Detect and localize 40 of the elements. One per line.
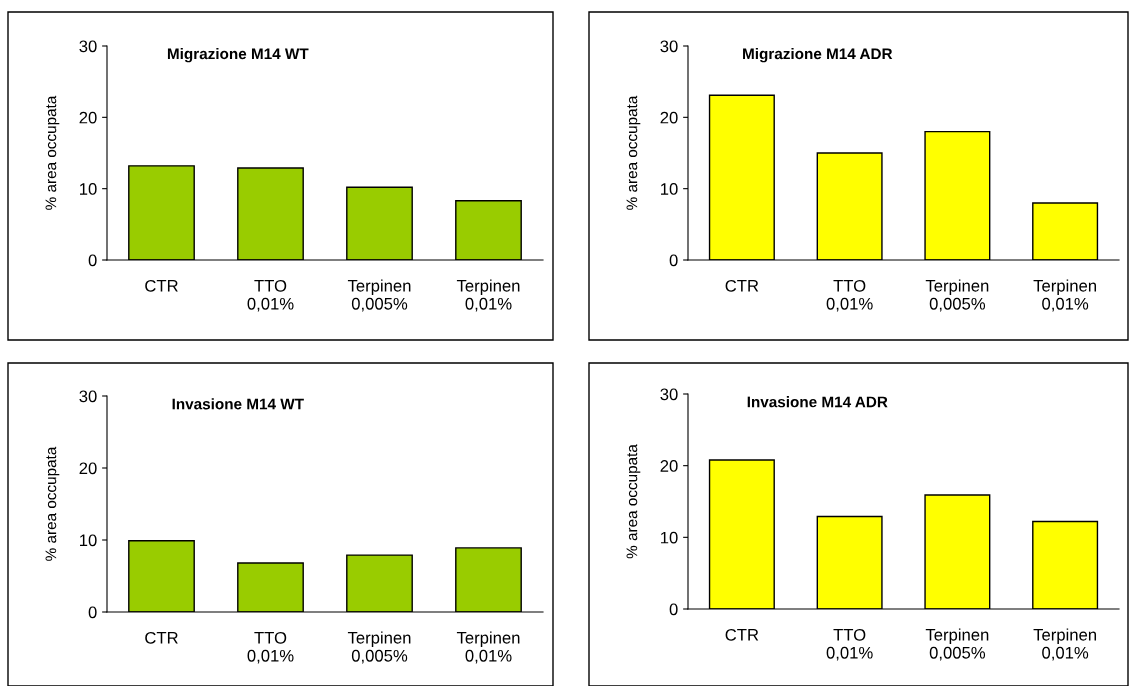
x-tick-label: Terpinen 0,01% <box>456 631 520 664</box>
x-tick-label: TTO 0,01% <box>826 628 873 661</box>
x-tick-label: CTR <box>725 279 759 292</box>
x-tick-label: Terpinen 0,005% <box>347 631 411 664</box>
y-tick-label: 10 <box>80 534 97 547</box>
y-axis-title: % area occupata <box>45 95 60 210</box>
x-tick-label: Terpinen 0,005% <box>925 279 989 312</box>
y-tick-label: 20 <box>660 460 678 472</box>
y-tick-label: 30 <box>660 40 678 53</box>
y-tick-label: 10 <box>80 183 97 195</box>
y-axis-title: % area occupata <box>626 95 641 210</box>
x-tick-label: Terpinen 0,01% <box>456 279 520 312</box>
x-tick-label: Terpinen 0,01% <box>1033 628 1097 661</box>
x-tick-label: TTO 0,01% <box>247 279 294 312</box>
y-axis-title: % area occupata <box>626 444 641 559</box>
y-tick-label: 0 <box>669 254 678 267</box>
y-tick-label: 30 <box>660 388 678 401</box>
y-tick-label: 20 <box>79 111 97 124</box>
x-tick-label: CTR <box>145 631 178 644</box>
chart-title: Migrazione M14 ADR <box>743 48 893 63</box>
x-tick-label: Terpinen 0,01% <box>1033 279 1097 312</box>
y-tick-label: 0 <box>669 603 678 616</box>
x-tick-label: CTR <box>725 628 759 641</box>
x-tick-label: Terpinen 0,005% <box>925 628 989 661</box>
y-tick-label: 20 <box>660 111 678 124</box>
y-tick-label: 30 <box>79 390 97 403</box>
y-tick-label: 0 <box>88 606 97 619</box>
x-tick-label: TTO 0,01% <box>826 279 873 312</box>
y-tick-label: 10 <box>661 531 678 544</box>
chart-title: Invasione M14 ADR <box>747 396 888 408</box>
y-tick-label: 0 <box>88 254 97 267</box>
x-tick-label: TTO 0,01% <box>247 631 294 664</box>
y-tick-label: 20 <box>79 462 97 475</box>
y-tick-label: 30 <box>79 40 97 53</box>
y-tick-label: 10 <box>661 183 678 195</box>
chart-title: Invasione M14 WT <box>172 398 304 410</box>
y-axis-title: % area occupata <box>45 446 60 561</box>
chart-title: Migrazione M14 WT <box>167 48 309 63</box>
x-tick-label: Terpinen 0,005% <box>347 279 411 312</box>
x-tick-label: CTR <box>145 279 178 292</box>
